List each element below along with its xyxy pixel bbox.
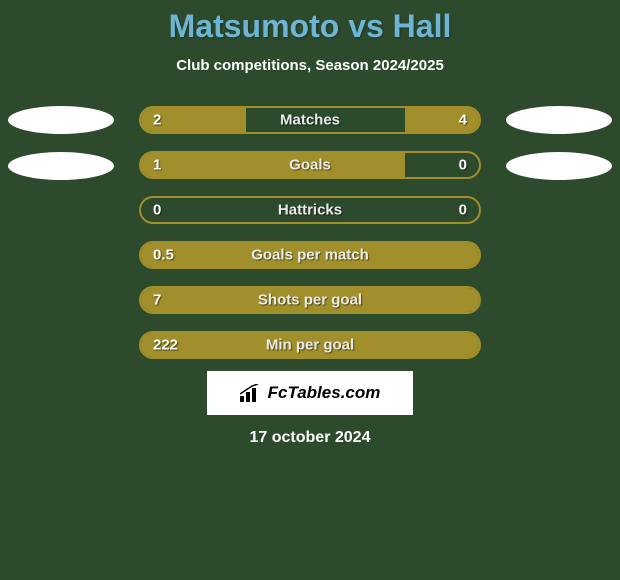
stat-row: Min per goal 222	[139, 331, 481, 359]
subtitle: Club competitions, Season 2024/2025	[176, 57, 444, 74]
stat-value-left: 0	[153, 202, 161, 219]
player-ellipse-right-1	[506, 106, 612, 134]
player-ellipse-left-2	[8, 152, 114, 180]
stat-row: Goals 1 0	[139, 151, 481, 179]
chart-icon	[240, 384, 262, 402]
stat-label: Min per goal	[266, 337, 354, 354]
stat-row: Shots per goal 7	[139, 286, 481, 314]
logo-text: FcTables.com	[268, 383, 381, 403]
stat-label: Shots per goal	[258, 292, 362, 309]
stat-label: Hattricks	[278, 202, 342, 219]
bar-left	[141, 153, 405, 177]
bars-wrapper: Matches 2 4 Goals 1 0 Hattricks 0 0 Goals per mat…	[139, 106, 481, 359]
stat-label: Matches	[280, 112, 340, 129]
stat-value-right: 0	[459, 202, 467, 219]
player-ellipse-right-2	[506, 152, 612, 180]
bar-right	[405, 108, 479, 132]
stat-label: Goals	[289, 157, 331, 174]
stat-value-left: 7	[153, 292, 161, 309]
stat-row: Matches 2 4	[139, 106, 481, 134]
stat-value-left: 1	[153, 157, 161, 174]
logo-box: FcTables.com	[207, 371, 413, 415]
stats-area: Matches 2 4 Goals 1 0 Hattricks 0 0 Goals per mat…	[0, 106, 620, 359]
stat-row: Hattricks 0 0	[139, 196, 481, 224]
page-title: Matsumoto vs Hall	[169, 8, 452, 45]
stat-value-left: 0.5	[153, 247, 174, 264]
stat-value-left: 2	[153, 112, 161, 129]
date-text: 17 october 2024	[250, 429, 371, 447]
stat-value-left: 222	[153, 337, 178, 354]
stat-row: Goals per match 0.5	[139, 241, 481, 269]
stat-value-right: 4	[459, 112, 467, 129]
stat-label: Goals per match	[251, 247, 369, 264]
player-ellipse-left-1	[8, 106, 114, 134]
stat-value-right: 0	[459, 157, 467, 174]
